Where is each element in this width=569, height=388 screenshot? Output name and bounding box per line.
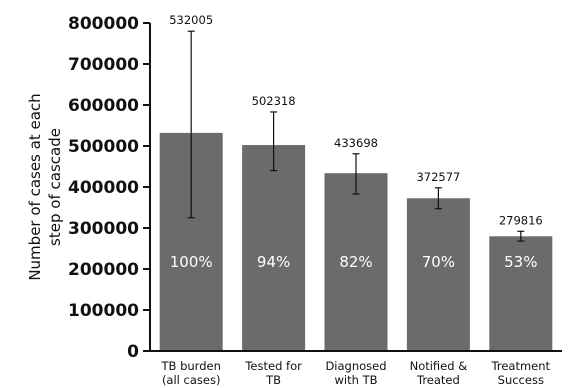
percent-label: 53%: [504, 253, 537, 271]
percent-label: 70%: [422, 253, 455, 271]
data-label: 532005: [169, 13, 213, 27]
category-label-line: Treated: [416, 373, 460, 387]
y-axis: 0 100000 200000 300000 400000 500000 600000 700…: [68, 14, 151, 362]
category-label-line: Success: [498, 373, 544, 387]
category-label: TB burden (all cases): [161, 359, 221, 387]
percent-label: 82%: [339, 253, 372, 271]
y-tick-label: 200000: [68, 260, 139, 280]
percent-label: 94%: [257, 253, 290, 271]
y-axis-title-line: Number of cases at each: [26, 93, 44, 280]
category-label-line: Diagnosed: [325, 359, 386, 373]
category-label-line: Notified &: [410, 359, 468, 373]
y-tick-label: 100000: [68, 301, 139, 321]
y-axis-title: Number of cases at each step of cascade: [26, 93, 64, 280]
category-label-line: with TB: [335, 373, 378, 387]
bars: 532005 100% 502318 94% 433698 82% 372577 70% 279…: [159, 13, 553, 351]
category-label: Diagnosed with TB: [325, 359, 386, 387]
percent-label: 100%: [170, 253, 213, 271]
category-label-line: TB: [265, 373, 281, 387]
x-axis: TB burden (all cases) Tested for TB Diagnose…: [150, 350, 562, 387]
category-label-line: Treatment: [491, 359, 551, 373]
bar: [406, 198, 470, 351]
data-label: 502318: [252, 94, 296, 108]
bar: [242, 145, 306, 351]
y-tick-label: 500000: [68, 137, 139, 157]
y-tick-label: 600000: [68, 96, 139, 116]
data-label: 372577: [416, 170, 460, 184]
y-axis-label: Number of cases at each step of cascade: [26, 93, 64, 280]
category-label-line: TB burden: [161, 359, 221, 373]
y-tick-label: 700000: [68, 55, 139, 75]
category-label: Treatment Success: [491, 359, 551, 387]
bar: [324, 173, 388, 351]
category-label-line: Tested for: [244, 359, 302, 373]
y-tick-label: 400000: [68, 178, 139, 198]
y-tick-label: 0: [127, 342, 139, 362]
category-label: Tested for TB: [244, 359, 302, 387]
y-tick-label: 300000: [68, 219, 139, 239]
y-axis-title-line: step of cascade: [46, 128, 64, 246]
category-label: Notified & Treated: [410, 359, 468, 387]
data-label: 279816: [499, 213, 543, 227]
category-label-line: (all cases): [162, 373, 221, 387]
bar: [489, 236, 553, 351]
y-tick-label: 800000: [68, 14, 139, 34]
data-label: 433698: [334, 136, 378, 150]
